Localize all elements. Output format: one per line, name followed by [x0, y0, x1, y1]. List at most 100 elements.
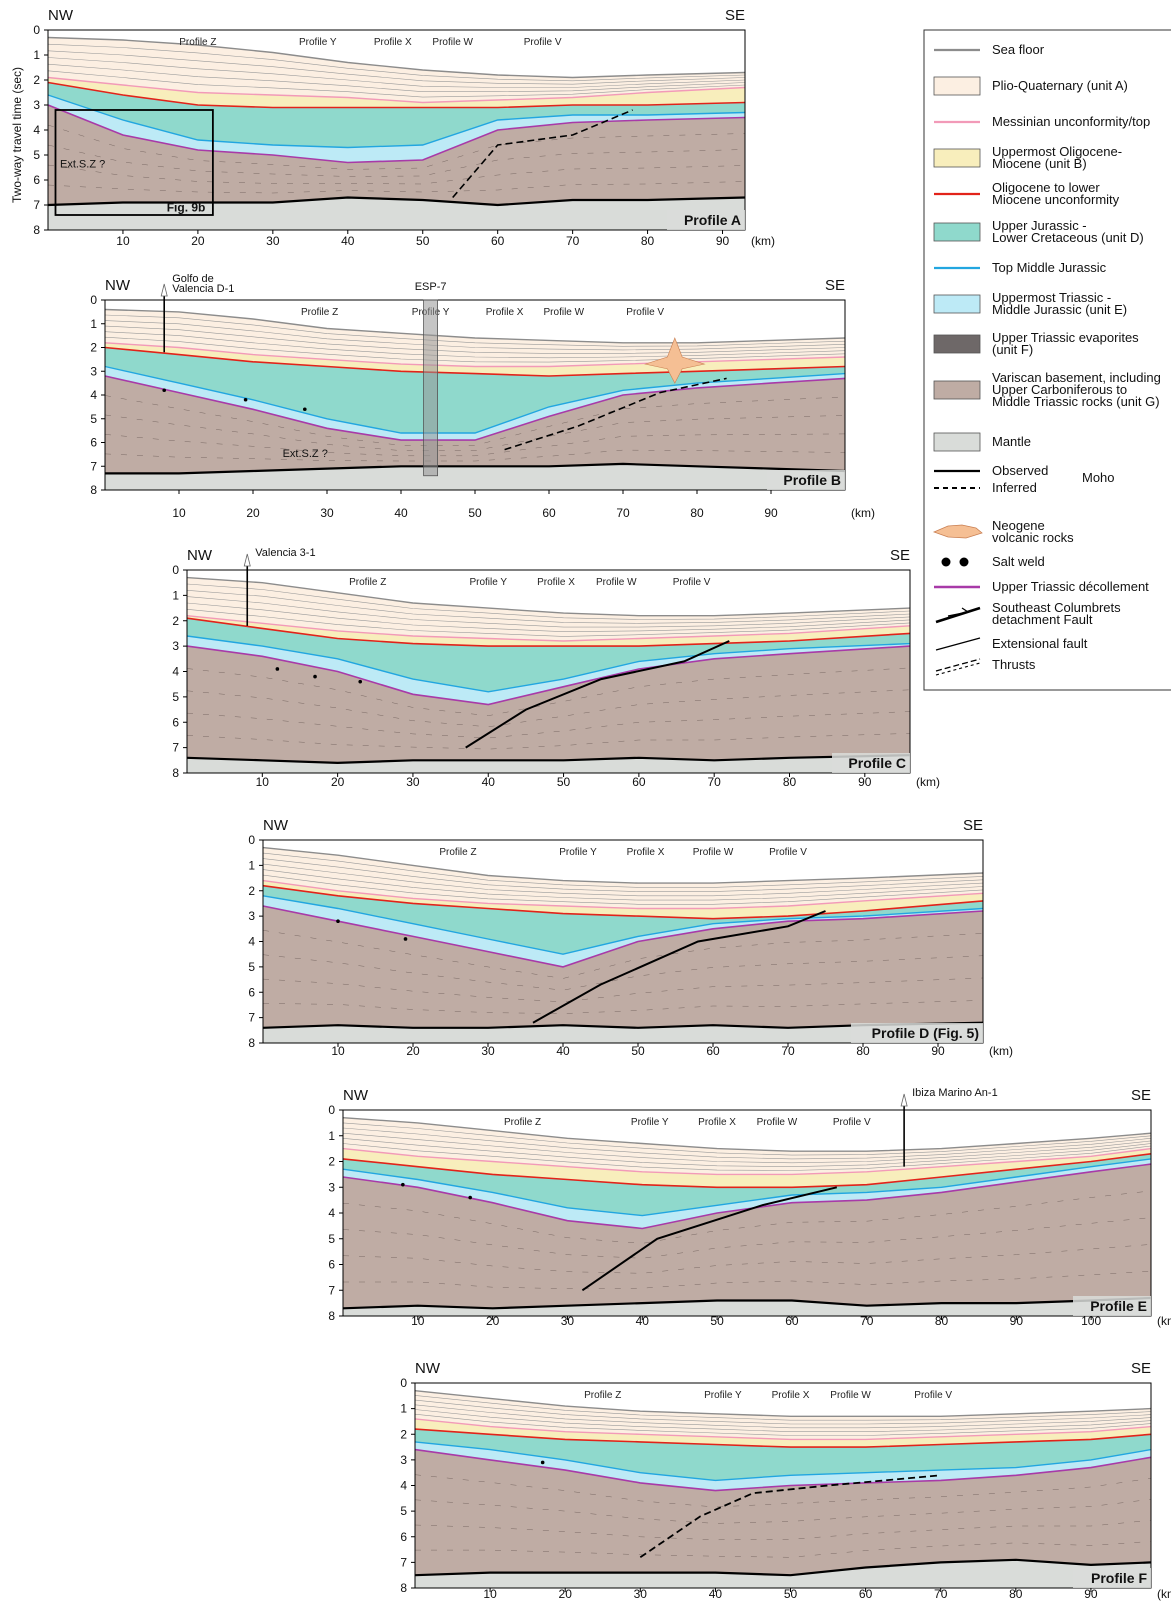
legend-label: Observed	[992, 463, 1048, 478]
reflector-line	[262, 863, 984, 897]
annotation-label: Fig. 9b	[167, 200, 206, 214]
crossing-profile-label: Profile W	[830, 1390, 871, 1401]
legend-label: Uppermost Oligocene-Miocene (unit B)	[992, 144, 1122, 171]
x-tick-label: 20	[191, 234, 205, 248]
y-tick-label: 0	[400, 1376, 407, 1390]
oligocene-unconformity-line	[104, 346, 846, 377]
y-tick-label: 3	[172, 639, 179, 653]
y-tick-label: 4	[172, 665, 179, 679]
nw-label: NW	[48, 7, 74, 24]
reflector-line	[414, 1395, 1152, 1421]
crossing-profile-label: Profile Z	[179, 37, 216, 48]
salt-weld-dot	[540, 1460, 545, 1465]
crossing-profile-label: Profile W	[693, 847, 734, 858]
moho-line	[414, 1558, 1152, 1577]
unit-g-fill	[415, 1449, 1151, 1576]
x-tick-label: 50	[631, 1044, 645, 1058]
moho-line	[47, 196, 746, 207]
extensional-swatch	[935, 637, 981, 651]
se-label: SE	[963, 817, 983, 834]
mantle-fill	[343, 1298, 1151, 1316]
reflector-line	[104, 336, 846, 363]
x-tick-label: 90	[931, 1044, 945, 1058]
crossing-profile-label: Profile Z	[301, 307, 338, 318]
y-axis-title-group: Two-way travel time (sec)	[10, 67, 24, 203]
x-tick-label: 50	[416, 234, 430, 248]
reflector-line	[262, 852, 984, 888]
unit-a-fill	[48, 37, 745, 103]
basement-fabric	[262, 1000, 984, 1014]
crossing-profile-label: Profile V	[833, 1117, 871, 1128]
y-tick-label: 0	[248, 833, 255, 847]
y-tick-label: 0	[33, 23, 40, 37]
mantle-fill	[187, 755, 910, 773]
y-tick-label: 8	[400, 1581, 407, 1595]
x-unit-label: (km)	[1157, 1314, 1171, 1328]
unit-e-fill	[48, 95, 745, 163]
legend-swatch-box	[933, 76, 981, 96]
basement-fabric	[104, 414, 846, 451]
salt-weld-dot	[162, 388, 166, 393]
reflector-line	[47, 63, 746, 92]
crossing-profile-label: Profile X	[698, 1117, 736, 1128]
unit-g-fill	[48, 105, 745, 205]
unit-b-fill	[263, 880, 983, 919]
oligocene-unconformity-line	[186, 617, 911, 647]
salt-weld-dot-icon	[941, 557, 951, 567]
x-tick-label: 20	[331, 775, 345, 789]
unit-d-fill	[48, 82, 745, 148]
legend-label: Top Middle Jurassic	[992, 260, 1107, 275]
decollement-line	[414, 1448, 1152, 1492]
unit-e-fill	[343, 1158, 1151, 1229]
annotation-label: ESP-7	[415, 281, 447, 293]
x-tick-label: 30	[481, 1044, 495, 1058]
messinian-line	[414, 1418, 1152, 1441]
profile-title: Profile C	[848, 755, 906, 771]
basement-fabric	[414, 1474, 1152, 1508]
y-tick-label: 6	[172, 715, 179, 729]
top-middle-jurassic-line	[342, 1158, 1152, 1217]
profile-title: Profile F	[1091, 1570, 1147, 1586]
nw-label: NW	[187, 547, 213, 564]
basement-fabric	[414, 1499, 1152, 1524]
legend: Sea floor Plio-Quaternary (unit A) Messini…	[923, 29, 1171, 691]
reflector-line	[414, 1413, 1152, 1436]
legend-label: Mantle	[992, 434, 1031, 449]
salt-weld-dot-icon	[959, 557, 969, 567]
reflector-line	[262, 874, 984, 905]
crossing-profile-label: Profile V	[769, 847, 807, 858]
unit-e-fill	[105, 366, 845, 441]
x-tick-label: 30	[266, 234, 280, 248]
x-tick-label: 10	[411, 1314, 425, 1328]
crossing-profile-label: Profile W	[596, 577, 637, 588]
unit-b-fill	[48, 77, 745, 108]
top-middle-jurassic-line	[186, 635, 911, 693]
detachment-fault	[465, 640, 730, 749]
x-tick-label: 30	[561, 1314, 575, 1328]
y-tick-label: 4	[33, 123, 40, 137]
thrust-swatch	[935, 658, 981, 672]
legend-label: Uppermost Triassic -Middle Jurassic (uni…	[992, 290, 1127, 317]
crossing-profile-label: Profile Y	[299, 37, 337, 48]
salt-weld-dot	[401, 1182, 405, 1187]
y-tick-label: 7	[248, 1011, 255, 1025]
legend-swatch-box	[933, 148, 981, 168]
messinian-line	[186, 615, 911, 642]
y-tick-label: 0	[90, 293, 97, 307]
crossing-profile-label: Profile W	[432, 37, 473, 48]
reflector-line	[186, 596, 911, 628]
y-tick-label: 1	[90, 317, 97, 331]
y-tick-label: 2	[172, 614, 179, 628]
basement-fabric	[186, 733, 911, 750]
water-column	[48, 30, 745, 78]
legend-swatch-box	[933, 334, 981, 354]
legend-frame	[923, 29, 1171, 691]
x-tick-label: 60	[785, 1314, 799, 1328]
y-tick-label: 8	[33, 223, 40, 237]
basement-fabric	[104, 395, 846, 446]
basement-fabric	[47, 144, 746, 177]
x-tick-label: 90	[858, 775, 872, 789]
crossing-profile-label: Profile X	[772, 1390, 810, 1401]
x-tick-label: 40	[636, 1314, 650, 1328]
top-middle-jurassic-line	[414, 1441, 1152, 1482]
